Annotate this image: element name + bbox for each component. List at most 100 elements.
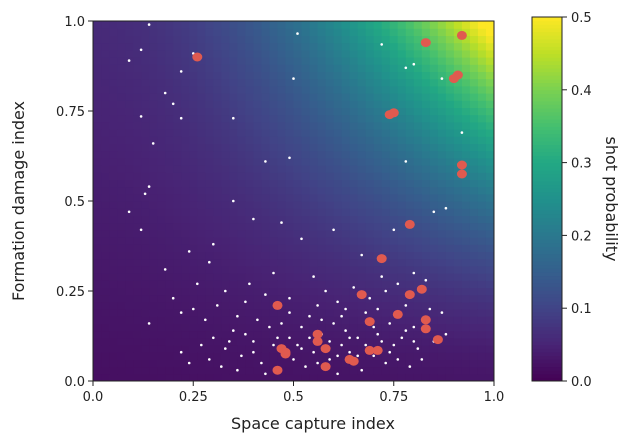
heatmap-cell <box>397 330 407 339</box>
heatmap-cell <box>349 244 359 252</box>
heatmap-cell <box>261 244 271 252</box>
heatmap-cell <box>109 21 118 29</box>
heatmap-cell <box>245 287 254 296</box>
heatmap-cell <box>117 136 126 144</box>
heatmap-cell <box>165 359 174 368</box>
heatmap-cell <box>117 28 126 36</box>
heatmap-cell <box>453 366 463 375</box>
heatmap-cell <box>341 330 351 339</box>
heatmap-cell <box>477 193 487 202</box>
heatmap-cell <box>317 229 327 238</box>
colorbar-cell <box>532 231 562 236</box>
heatmap-cell <box>205 309 214 317</box>
heatmap-cell <box>133 373 142 381</box>
heatmap-cell <box>397 265 407 274</box>
heatmap-cell <box>261 309 271 317</box>
heatmap-cell <box>101 64 110 72</box>
heatmap-cell <box>117 366 126 375</box>
heatmap-cell <box>325 359 335 368</box>
heatmap-cell <box>125 316 134 324</box>
heatmap-cell <box>341 157 351 166</box>
heatmap-cell <box>149 64 158 72</box>
heatmap-cell <box>333 366 343 375</box>
heatmap-cell <box>253 42 263 51</box>
heatmap-cell <box>317 28 327 36</box>
heatmap-cell <box>157 330 166 339</box>
heatmap-cell <box>317 150 327 159</box>
scatter-point-white <box>288 296 291 300</box>
heatmap-cell <box>229 71 238 80</box>
heatmap-cell <box>317 100 327 108</box>
heatmap-cell <box>141 78 150 87</box>
heatmap-cell <box>397 49 407 58</box>
heatmap-cell <box>477 273 487 281</box>
heatmap-cell <box>173 71 182 80</box>
heatmap-cell <box>461 64 471 72</box>
heatmap-cell <box>405 359 415 368</box>
heatmap-cell <box>373 121 383 130</box>
heatmap-cell <box>301 258 311 267</box>
heatmap-cell <box>109 157 118 166</box>
heatmap-cell <box>133 366 142 375</box>
scatter-point-white <box>179 350 183 354</box>
heatmap-cell <box>197 157 206 166</box>
heatmap-cell <box>317 244 327 252</box>
heatmap-cell <box>237 251 246 260</box>
heatmap-cell <box>461 85 471 94</box>
colorbar-label: shot probability <box>602 137 621 262</box>
heatmap-cell <box>477 301 487 310</box>
heatmap-cell <box>413 222 423 231</box>
heatmap-cell <box>453 107 463 116</box>
heatmap-cell <box>149 323 158 332</box>
heatmap-cell <box>461 280 471 288</box>
heatmap-cell <box>125 359 134 368</box>
heatmap-cell <box>149 114 158 123</box>
colorbar-cell <box>532 195 562 200</box>
heatmap-cell <box>197 265 206 274</box>
scatter-point-white <box>300 237 303 241</box>
heatmap-cell <box>93 193 102 202</box>
heatmap-cell <box>245 93 254 101</box>
heatmap-cell <box>309 280 319 288</box>
heatmap-cell <box>477 359 487 368</box>
heatmap-cell <box>197 229 206 238</box>
heatmap-cell <box>445 129 455 137</box>
heatmap-cell <box>357 323 367 332</box>
heatmap-cell <box>141 323 150 332</box>
heatmap-cell <box>477 179 487 188</box>
heatmap-cell <box>197 244 206 252</box>
heatmap-cell <box>237 42 246 51</box>
heatmap-cell <box>349 265 359 274</box>
heatmap-cell <box>229 309 238 317</box>
heatmap-cell <box>149 35 158 44</box>
heatmap-cell <box>405 157 415 166</box>
heatmap-cell <box>269 251 279 260</box>
heatmap-cell <box>165 273 174 281</box>
heatmap-cell <box>349 280 359 288</box>
heatmap-cell <box>165 265 174 274</box>
heatmap-cell <box>477 294 487 303</box>
heatmap-cell <box>181 323 190 332</box>
heatmap-cell <box>285 316 295 324</box>
heatmap-cell <box>293 229 303 238</box>
heatmap-cell <box>413 129 423 137</box>
heatmap-cell <box>325 85 335 94</box>
heatmap-cell <box>205 345 214 353</box>
heatmap-cell <box>485 136 494 144</box>
heatmap-cell <box>309 215 319 224</box>
heatmap-cell <box>405 35 415 44</box>
heatmap-cell <box>101 35 110 44</box>
heatmap-cell <box>317 265 327 274</box>
heatmap-cell <box>253 265 263 274</box>
heatmap-cell <box>269 244 279 252</box>
heatmap-cell <box>229 28 238 36</box>
scatter-point-white <box>143 192 147 196</box>
heatmap-cell <box>333 28 343 36</box>
heatmap-cell <box>301 222 311 231</box>
heatmap-cell <box>413 208 423 216</box>
heatmap-cell <box>317 208 327 216</box>
heatmap-cell <box>341 49 351 58</box>
heatmap-cell <box>293 265 303 274</box>
heatmap-cell <box>381 222 391 231</box>
heatmap-cell <box>189 208 198 216</box>
